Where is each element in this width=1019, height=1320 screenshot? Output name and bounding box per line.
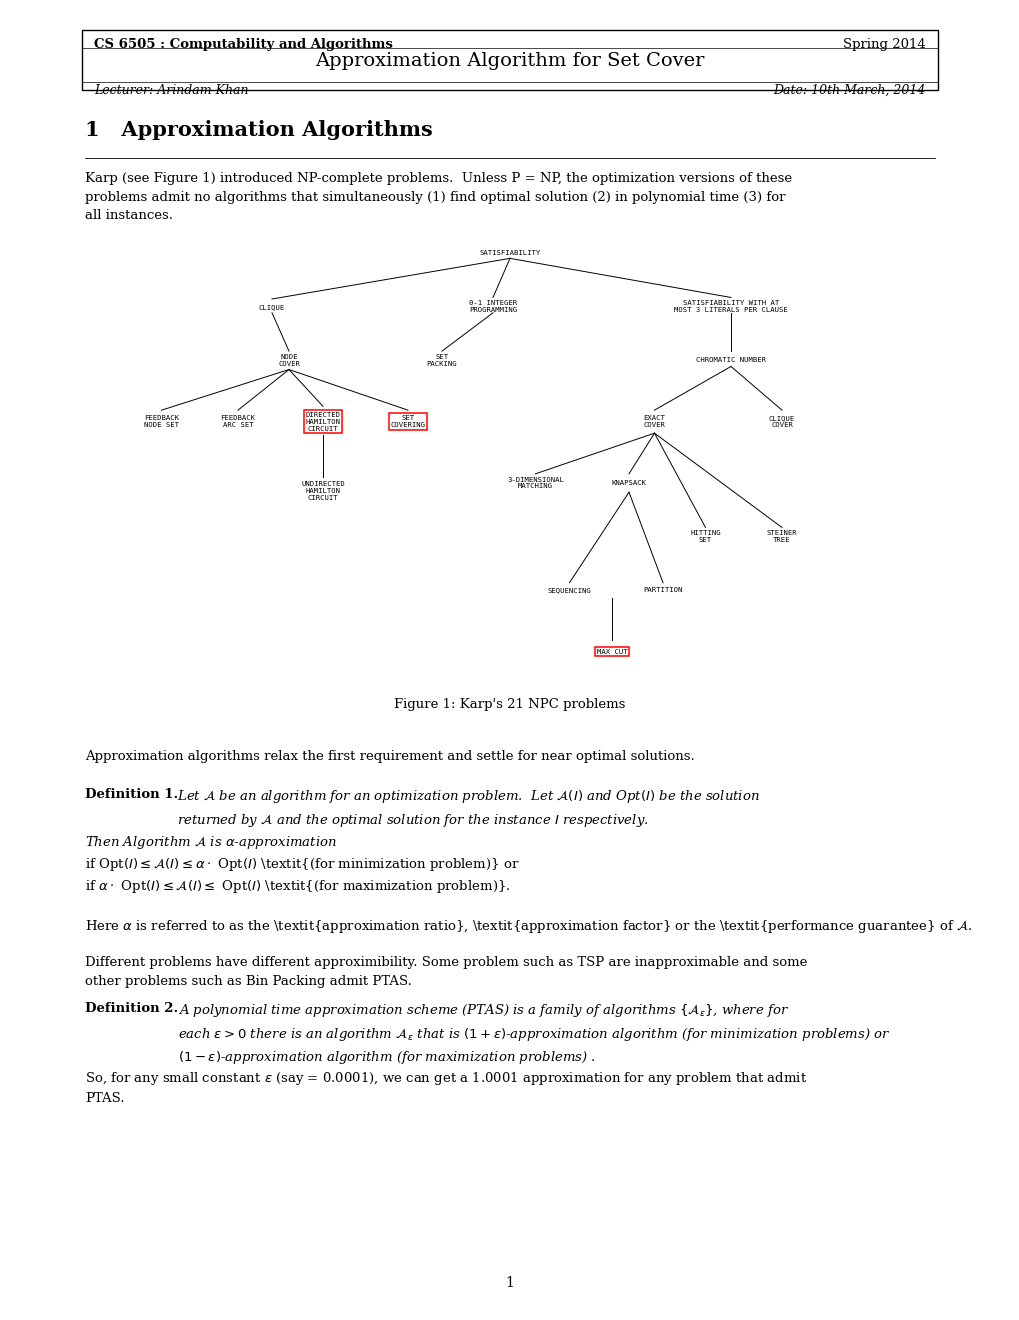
Text: SET
COVERING: SET COVERING — [390, 416, 425, 428]
Text: A polynomial time approximation scheme (PTAS) is a family of algorithms $\{\math: A polynomial time approximation scheme (… — [178, 1002, 890, 1067]
Text: Let $\mathcal{A}$ be an algorithm for an optimization problem.  Let $\mathcal{A}: Let $\mathcal{A}$ be an algorithm for an… — [177, 788, 759, 829]
Bar — [82, 30, 937, 90]
Text: Karp (see Figure 1) introduced NP-complete problems.  Unless P = NP, the optimiz: Karp (see Figure 1) introduced NP-comple… — [85, 172, 792, 222]
Text: CLIQUE
COVER: CLIQUE COVER — [768, 416, 795, 428]
Text: KNAPSACK: KNAPSACK — [611, 480, 646, 486]
Text: Different problems have different approximibility. Some problem such as TSP are : Different problems have different approx… — [85, 956, 807, 987]
Text: SATISFIABILITY WITH AT
MOST 3 LITERALS PER CLAUSE: SATISFIABILITY WITH AT MOST 3 LITERALS P… — [674, 300, 787, 313]
Text: Definition 1.: Definition 1. — [85, 788, 178, 801]
Text: Date: 10th March, 2014: Date: 10th March, 2014 — [772, 84, 925, 96]
Text: So, for any small constant $\epsilon$ (say = 0.0001), we can get a 1.0001 approx: So, for any small constant $\epsilon$ (s… — [85, 1071, 806, 1105]
Text: Then Algorithm $\mathcal{A}$ is $\alpha$-approximation: Then Algorithm $\mathcal{A}$ is $\alpha$… — [85, 834, 336, 851]
Text: SEQUENCING: SEQUENCING — [547, 587, 591, 593]
Text: if $\alpha \cdot$ Opt$(I) \leq \mathcal{A}(I) \leq$ Opt$(I)$ \textit{(for maximi: if $\alpha \cdot$ Opt$(I) \leq \mathcal{… — [85, 878, 511, 895]
Text: SATISFIABILITY: SATISFIABILITY — [479, 249, 540, 256]
Text: CLIQUE: CLIQUE — [259, 304, 285, 310]
Text: DIRECTED
HAMILTON
CIRCUIT: DIRECTED HAMILTON CIRCUIT — [306, 412, 340, 432]
Text: UNDIRECTED
HAMILTON
CIRCUIT: UNDIRECTED HAMILTON CIRCUIT — [301, 480, 344, 500]
Text: CS 6505 : Computability and Algorithms: CS 6505 : Computability and Algorithms — [94, 38, 392, 51]
Text: DIRECTED
HAMILTON
CIRCUIT: DIRECTED HAMILTON CIRCUIT — [306, 412, 340, 432]
Text: DIRECTED
HAMILTON
CIRCUIT: DIRECTED HAMILTON CIRCUIT — [306, 412, 340, 432]
Text: 1   Approximation Algorithms: 1 Approximation Algorithms — [85, 120, 432, 140]
Text: if Opt$(I) \leq \mathcal{A}(I) \leq \alpha \cdot$ Opt$(I)$ \textit{(for minimiza: if Opt$(I) \leq \mathcal{A}(I) \leq \alp… — [85, 855, 519, 873]
Text: Lecturer: Arindam Khan: Lecturer: Arindam Khan — [94, 84, 249, 96]
Text: Figure 1: Karp's 21 NPC problems: Figure 1: Karp's 21 NPC problems — [394, 698, 625, 711]
Text: 1: 1 — [505, 1276, 514, 1290]
Text: 3-DIMENSIONAL
MATCHING: 3-DIMENSIONAL MATCHING — [506, 477, 564, 490]
Text: EXACT
COVER: EXACT COVER — [643, 416, 664, 428]
Text: Spring 2014: Spring 2014 — [843, 38, 925, 51]
Text: Approximation Algorithm for Set Cover: Approximation Algorithm for Set Cover — [315, 51, 704, 70]
Text: MAX CUT: MAX CUT — [596, 648, 627, 655]
Text: 0-1 INTEGER
PROGRAMMING: 0-1 INTEGER PROGRAMMING — [469, 300, 517, 313]
Text: Here $\alpha$ is referred to as the \textit{approximation ratio}, \textit{approx: Here $\alpha$ is referred to as the \tex… — [85, 917, 972, 935]
Text: Definition 2.: Definition 2. — [85, 1002, 178, 1015]
Text: HITTING
SET: HITTING SET — [690, 531, 720, 543]
Text: NODE
COVER: NODE COVER — [278, 354, 300, 367]
Text: CHROMATIC NUMBER: CHROMATIC NUMBER — [695, 358, 765, 363]
Text: SET
PACKING: SET PACKING — [426, 354, 457, 367]
Text: STEINER
TREE: STEINER TREE — [766, 531, 797, 543]
Text: PARTITION: PARTITION — [643, 587, 682, 593]
Text: FEEDBACK
ARC SET: FEEDBACK ARC SET — [220, 416, 255, 428]
Text: Approximation algorithms relax the first requirement and settle for near optimal: Approximation algorithms relax the first… — [85, 750, 694, 763]
Text: FEEDBACK
NODE SET: FEEDBACK NODE SET — [144, 416, 178, 428]
